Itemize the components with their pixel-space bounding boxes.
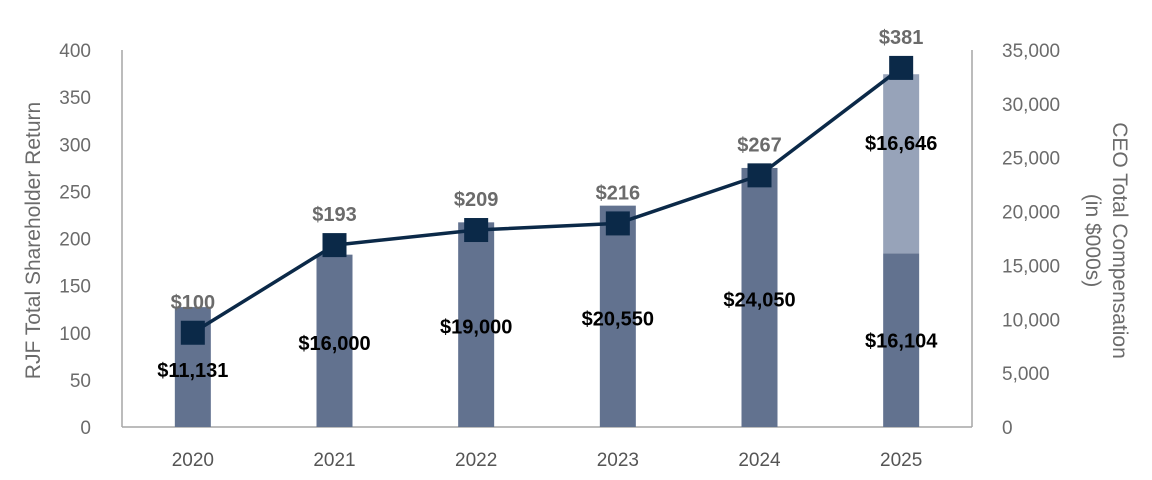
compensation-bar bbox=[883, 253, 920, 427]
x-tick-label: 2021 bbox=[313, 450, 355, 471]
left-tick-label: 100 bbox=[59, 324, 91, 345]
right-tick-label: 20,000 bbox=[1002, 203, 1060, 224]
tsr-marker bbox=[605, 211, 630, 236]
compensation-data-label: $20,550 bbox=[582, 308, 654, 330]
tsr-data-label: $267 bbox=[737, 134, 782, 156]
left-tick-label: 0 bbox=[80, 418, 91, 439]
x-tick-label: 2022 bbox=[455, 450, 497, 471]
left-tick-label: 200 bbox=[59, 230, 91, 251]
left-tick-label: 400 bbox=[59, 41, 91, 62]
left-tick-label: 150 bbox=[59, 277, 91, 298]
x-tick-label: 2025 bbox=[880, 450, 922, 471]
compensation-data-label: $16,104 bbox=[865, 330, 938, 352]
left-tick-label: 250 bbox=[59, 182, 91, 203]
tsr-marker bbox=[464, 218, 489, 243]
x-tick-label: 2020 bbox=[172, 450, 214, 471]
tsr-marker bbox=[889, 55, 914, 80]
data-labels: $100 $193 $209 $216 $267 $381 $11,131 $16,000 $1… bbox=[157, 27, 938, 382]
compensation-bar bbox=[883, 74, 920, 254]
left-tick-label: 300 bbox=[59, 135, 91, 156]
compensation-data-label: $11,131 bbox=[157, 360, 228, 382]
left-tick-label: 350 bbox=[59, 88, 91, 109]
right-tick-label: 35,000 bbox=[1002, 41, 1060, 62]
tsr-line bbox=[180, 55, 914, 345]
tsr-marker bbox=[180, 320, 205, 345]
compensation-bar bbox=[599, 205, 636, 427]
compensation-bar bbox=[458, 222, 495, 427]
tsr-marker bbox=[322, 233, 347, 258]
compensation-bars bbox=[174, 74, 920, 427]
axes: 0 50 100 150 200 250 300 350 400 0 5,000 10,000 15,0… bbox=[22, 41, 1131, 471]
tsr-data-label: $216 bbox=[596, 182, 641, 204]
tsr-marker bbox=[747, 163, 772, 188]
compensation-data-label: $24,050 bbox=[723, 289, 795, 311]
x-tick-label: 2023 bbox=[597, 450, 639, 471]
tsr-data-label: $209 bbox=[454, 189, 499, 211]
right-axis-title-line1: CEO Total Compensation bbox=[1108, 122, 1131, 359]
left-tick-label: 50 bbox=[70, 371, 91, 392]
tsr-data-label: $100 bbox=[171, 292, 216, 314]
compensation-data-label: $16,000 bbox=[298, 333, 370, 355]
tsr-data-label: $193 bbox=[312, 204, 357, 226]
x-tick-label: 2024 bbox=[738, 450, 781, 471]
left-axis-title: RJF Total Shareholder Return bbox=[22, 102, 45, 379]
right-tick-label: 5,000 bbox=[1002, 364, 1050, 385]
right-tick-label: 25,000 bbox=[1002, 149, 1060, 170]
compensation-data-label: $16,646 bbox=[865, 133, 937, 155]
compensation-data-label: $19,000 bbox=[440, 317, 512, 339]
right-tick-label: 0 bbox=[1002, 418, 1013, 439]
compensation-bar bbox=[741, 167, 778, 427]
right-tick-label: 30,000 bbox=[1002, 95, 1060, 116]
compensation-bar bbox=[316, 254, 353, 427]
right-tick-label: 15,000 bbox=[1002, 256, 1060, 277]
right-tick-label: 10,000 bbox=[1002, 310, 1060, 331]
tsr-data-label: $381 bbox=[879, 27, 924, 49]
right-axis-title-line2: (in $000s) bbox=[1081, 194, 1104, 287]
tsr-line-path bbox=[191, 66, 903, 335]
